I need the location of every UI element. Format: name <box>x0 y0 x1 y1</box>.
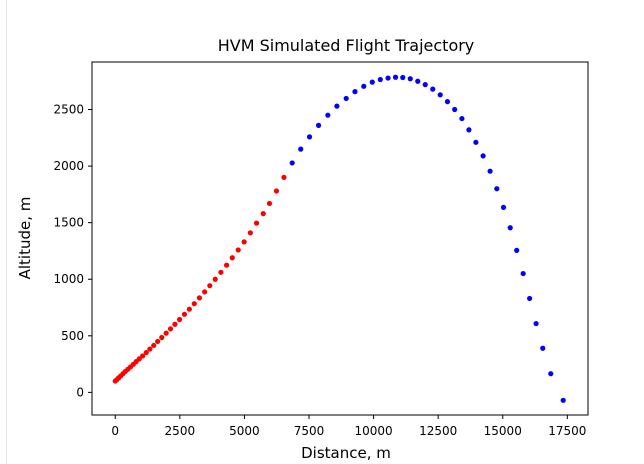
data-point-series-2 <box>385 75 391 81</box>
data-point-series-2 <box>400 74 406 81</box>
data-point-series-2 <box>289 160 295 166</box>
data-point-series-2 <box>392 74 399 80</box>
data-point-series-1 <box>136 356 142 362</box>
data-point-series-1 <box>191 301 197 307</box>
x-tick-label: 17500 <box>548 424 586 438</box>
x-tick-label: 15000 <box>484 424 522 438</box>
x-tick-label: 12500 <box>419 424 457 438</box>
data-point-series-1 <box>218 269 224 275</box>
data-point-series-2 <box>298 146 304 152</box>
x-tick-label: 10000 <box>354 424 392 438</box>
data-point-series-2 <box>437 92 443 98</box>
data-point-series-2 <box>415 78 421 84</box>
data-point-series-2 <box>548 371 554 377</box>
data-point-series-2 <box>343 95 349 102</box>
figure-edge-line <box>6 0 7 464</box>
x-axis-label: Distance, m <box>301 444 391 462</box>
data-point-series-1 <box>202 289 208 295</box>
data-point-series-2 <box>334 103 340 109</box>
data-point-series-2 <box>527 295 533 302</box>
data-point-series-1 <box>223 262 230 268</box>
y-tick-label: 1500 <box>53 216 84 230</box>
data-point-series-1 <box>196 295 203 301</box>
data-point-series-2 <box>459 115 465 122</box>
x-tick-label: 5000 <box>229 424 260 438</box>
x-tick-label: 7500 <box>294 424 325 438</box>
data-point-series-1 <box>159 334 165 341</box>
chart-title: HVM Simulated Flight Trajectory <box>218 36 475 55</box>
plot-area-frame <box>91 61 589 416</box>
data-point-series-2 <box>507 225 513 231</box>
data-point-series-1 <box>172 321 178 327</box>
data-point-series-2 <box>560 397 566 403</box>
data-point-series-1 <box>207 283 213 289</box>
data-point-series-2 <box>480 153 486 159</box>
data-point-series-1 <box>266 200 273 207</box>
data-point-series-2 <box>430 86 436 92</box>
data-point-series-1 <box>155 338 161 345</box>
data-point-series-1 <box>167 326 174 332</box>
data-point-series-2 <box>473 139 479 145</box>
data-point-series-1 <box>253 220 260 226</box>
y-tick-label: 0 <box>76 385 84 399</box>
data-point-series-2 <box>466 127 472 133</box>
data-point-series-1 <box>143 349 149 356</box>
data-point-series-1 <box>140 353 146 359</box>
y-tick-label: 500 <box>61 329 84 343</box>
data-point-series-2 <box>407 76 413 82</box>
data-point-series-2 <box>520 270 526 277</box>
x-tick-label: 0 <box>111 424 119 438</box>
y-tick-label: 1000 <box>53 272 84 286</box>
data-point-series-1 <box>176 316 183 323</box>
data-point-series-1 <box>235 247 241 253</box>
data-point-series-1 <box>151 342 157 349</box>
data-point-series-2 <box>452 106 458 113</box>
data-point-series-1 <box>212 276 218 282</box>
data-point-series-2 <box>444 99 451 105</box>
data-point-series-1 <box>281 174 287 180</box>
data-point-series-2 <box>325 112 331 118</box>
data-point-series-2 <box>487 168 493 174</box>
data-point-series-1 <box>260 211 266 217</box>
data-point-series-1 <box>247 230 253 236</box>
data-point-series-1 <box>229 255 235 261</box>
y-axis-label: Altitude, m <box>16 197 34 280</box>
data-point-series-1 <box>163 330 169 336</box>
x-axis-ticks: 0 2500 5000 7500 10000 12500 15000 17500 <box>111 415 586 438</box>
data-point-series-2 <box>369 79 375 85</box>
data-point-series-2 <box>361 83 367 89</box>
x-tick-label: 2500 <box>165 424 196 438</box>
data-point-series-1 <box>147 346 153 352</box>
y-tick-label: 2500 <box>53 103 84 117</box>
data-point-series-2 <box>514 247 520 253</box>
y-tick-label: 2000 <box>53 159 84 173</box>
data-point-series-2 <box>540 345 546 351</box>
data-point-series-1 <box>241 239 247 245</box>
data-point-series-1 <box>273 188 280 194</box>
y-axis-ticks: 0 500 1000 1500 2000 2500 <box>53 103 92 399</box>
data-point-series-2 <box>422 82 428 88</box>
data-point-series-1 <box>186 306 192 312</box>
data-point-series-1 <box>181 311 188 317</box>
data-point-series-2 <box>352 89 358 95</box>
data-point-series-2 <box>500 204 507 210</box>
data-point-series-2 <box>377 76 383 83</box>
data-point-series-2 <box>494 186 500 192</box>
data-point-series-2 <box>306 134 313 140</box>
data-point-series-2 <box>533 320 539 327</box>
series-layer <box>112 74 566 403</box>
data-point-series-2 <box>315 122 322 128</box>
